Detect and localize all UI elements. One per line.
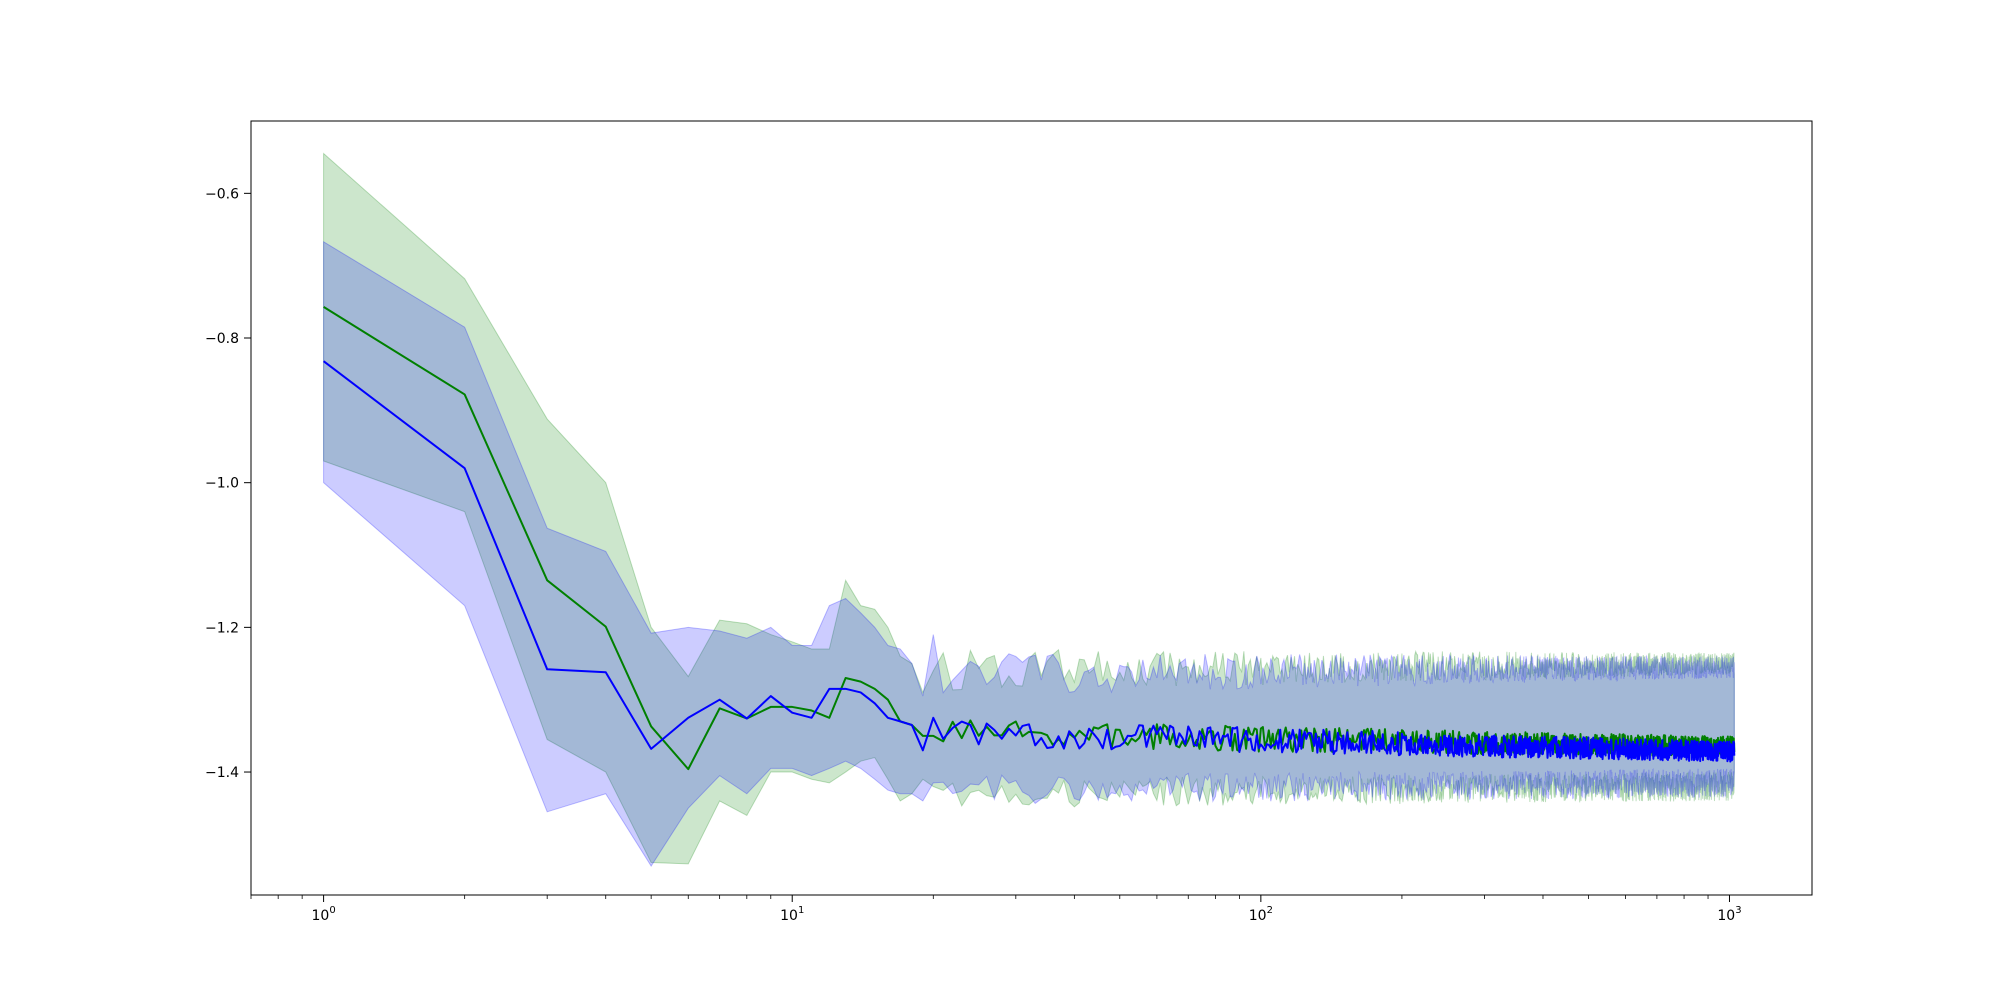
band-series-2 — [323, 240, 1735, 868]
x-tick-label: 102 — [1249, 905, 1273, 924]
series-lines — [322, 306, 1736, 771]
x-tick-label: 103 — [1717, 905, 1741, 924]
confidence-bands — [323, 152, 1735, 868]
y-axis: −0.6 −0.8 −1.0 −1.2 −1.4 — [205, 186, 251, 781]
line-series-2 — [322, 360, 1736, 763]
x-tick-label: 101 — [780, 905, 804, 924]
x-axis: 100 101 102 103 — [250, 895, 1742, 924]
band-series-1 — [323, 152, 1735, 865]
y-tick-label: −1.2 — [205, 620, 239, 636]
axes-frame — [250, 120, 1813, 896]
y-tick-label: −0.6 — [205, 186, 239, 202]
x-tick-label: 100 — [311, 905, 335, 924]
y-tick-label: −1.0 — [205, 476, 239, 492]
y-tick-label: −0.8 — [205, 331, 239, 347]
y-tick-label: −1.4 — [205, 765, 239, 781]
